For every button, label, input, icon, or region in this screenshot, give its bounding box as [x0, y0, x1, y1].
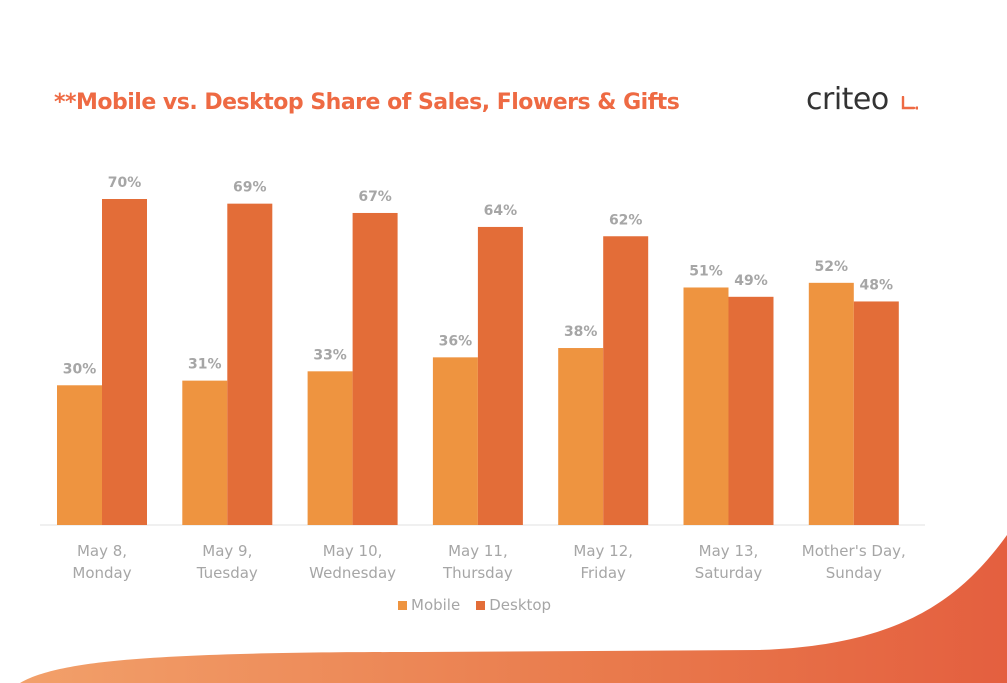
value-label-mobile-5: 51%: [689, 263, 723, 279]
value-label-mobile-3: 36%: [439, 333, 473, 349]
value-label-desktop-1: 69%: [233, 180, 267, 196]
category-label-4-line-1: Friday: [580, 564, 626, 582]
category-label-6-line-1: Sunday: [826, 564, 882, 582]
bars-group: [57, 199, 899, 525]
category-label-1-line-1: Tuesday: [196, 564, 258, 582]
category-label-0-line-0: May 8,: [77, 542, 127, 560]
legend-swatch-desktop: [476, 600, 486, 610]
bar-desktop-2: [352, 212, 398, 525]
bar-desktop-0: [102, 199, 147, 525]
value-label-mobile-4: 38%: [564, 324, 598, 340]
bar-desktop-1: [227, 203, 273, 525]
value-label-desktop-3: 64%: [484, 203, 518, 219]
category-label-1-line-0: May 9,: [202, 542, 252, 560]
legend: Mobile Desktop: [398, 596, 567, 614]
value-label-desktop-6: 48%: [860, 277, 894, 293]
value-label-desktop-4: 62%: [609, 212, 643, 228]
category-label-6-line-0: Mother's Day,: [802, 542, 906, 560]
category-label-5-line-1: Saturday: [695, 564, 763, 582]
legend-swatch-mobile: [398, 600, 407, 610]
bar-mobile-5: [683, 287, 729, 525]
category-label-0-line-1: Monday: [72, 564, 131, 582]
value-label-mobile-0: 30%: [63, 361, 97, 377]
bar-mobile-2: [307, 371, 353, 525]
bar-mobile-6: [808, 282, 854, 525]
bar-mobile-3: [432, 357, 478, 525]
value-label-desktop-5: 49%: [734, 273, 768, 289]
criteo-logo: criteo: [806, 82, 889, 117]
value-label-mobile-2: 33%: [313, 347, 347, 363]
criteo-logo-mark: [901, 96, 918, 110]
bar-mobile-1: [182, 380, 228, 525]
chart-title: **Mobile vs. Desktop Share of Sales, Flo…: [54, 90, 680, 115]
legend-item-desktop: Desktop: [476, 596, 551, 614]
legend-item-mobile: Mobile: [398, 596, 460, 614]
category-label-2-line-1: Wednesday: [309, 564, 396, 582]
value-label-mobile-1: 31%: [188, 357, 222, 373]
value-labels-group: 30% 70% 31% 69% 33% 67% 36% 64% 38% 62% 51% 49% 52% 4…: [63, 175, 893, 377]
bar-mobile-4: [558, 348, 604, 525]
legend-label-desktop: Desktop: [489, 596, 552, 614]
bar-desktop-4: [603, 236, 649, 525]
bar-desktop-6: [853, 301, 899, 525]
category-labels-group: May 8, Monday May 9, Tuesday May 10, Wednesda…: [72, 542, 905, 582]
category-label-5-line-0: May 13,: [699, 542, 759, 560]
category-label-4-line-0: May 12,: [573, 542, 633, 560]
category-label-3-line-1: Thursday: [442, 564, 513, 582]
category-label-2-line-0: May 10,: [323, 542, 383, 560]
value-label-mobile-6: 52%: [815, 259, 849, 275]
bar-mobile-0: [57, 385, 102, 525]
value-label-desktop-0: 70%: [108, 175, 142, 191]
value-label-desktop-2: 67%: [358, 189, 392, 205]
bar-desktop-5: [728, 296, 774, 525]
legend-label-mobile: Mobile: [411, 596, 461, 614]
category-label-3-line-0: May 11,: [448, 542, 508, 560]
bar-desktop-3: [477, 226, 523, 525]
